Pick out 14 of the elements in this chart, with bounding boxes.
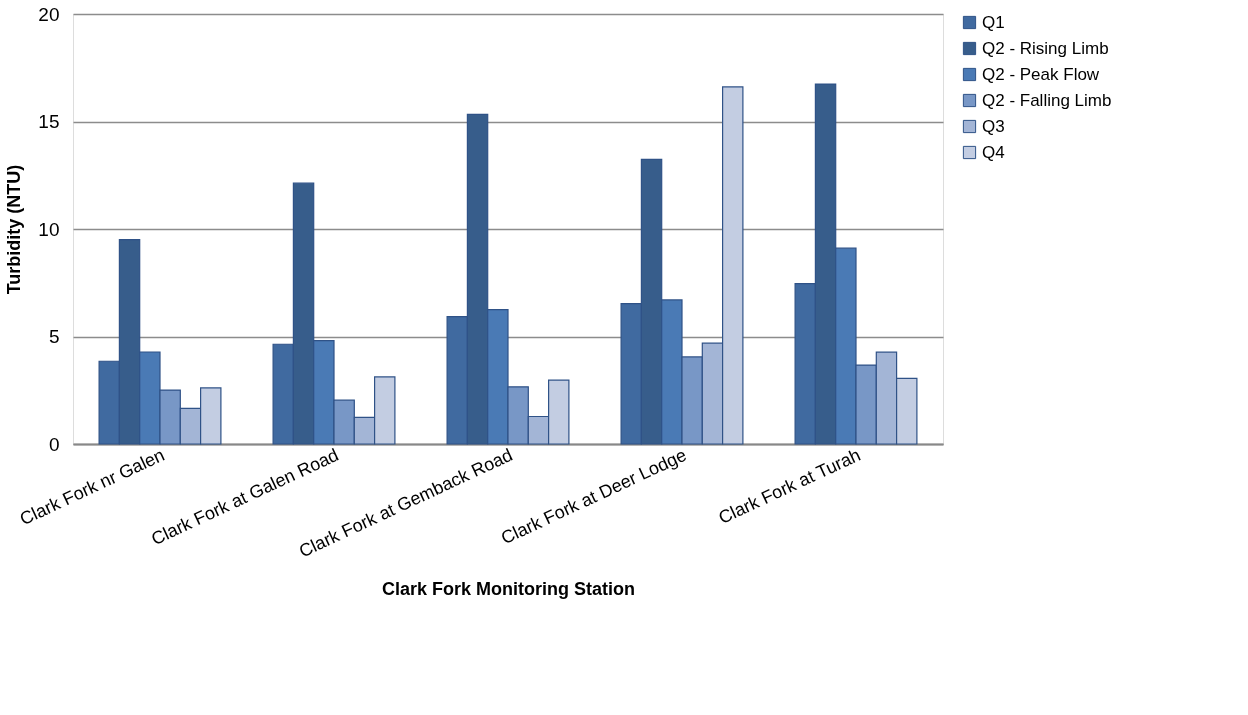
y-tick-label: 10 [38,218,60,240]
y-tick-label: 5 [48,326,60,347]
x-tick-label: Clark Fork at Turah [715,444,864,528]
legend-label: Q2 - Falling Limb [982,90,1112,110]
y-tick-label: 20 [38,3,60,25]
legend-label: Q1 [982,12,1005,32]
y-tick-label: 0 [48,433,60,455]
legend-label: Q4 [982,142,1005,162]
legend-label: Q3 [982,116,1005,136]
legend-label: Q2 - Peak Flow [982,64,1100,84]
legend-label: Q2 - Rising Limb [982,38,1109,58]
x-axis-title: Clark Fork Monitoring Station [381,579,636,600]
y-tick-label: 15 [38,111,60,132]
y-axis-title: Turbidity (NTU) [4,164,25,295]
